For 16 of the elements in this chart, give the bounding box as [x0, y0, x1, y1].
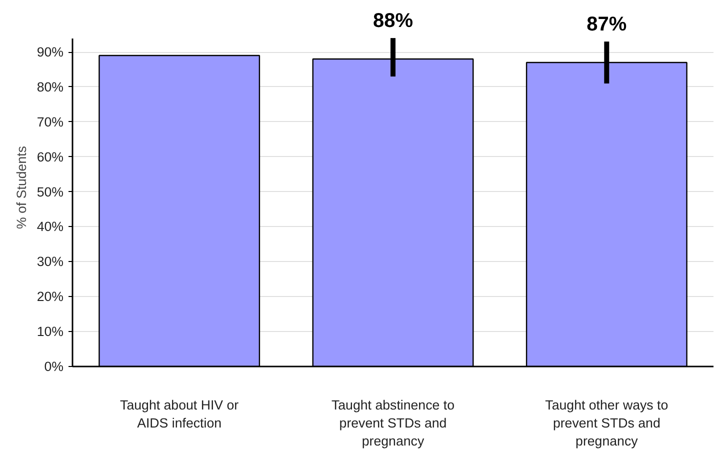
y-axis-title: % of Students: [14, 146, 29, 229]
y-tick-label: 20%: [36, 289, 64, 304]
x-tick-label: Taught about HIV or AIDS infection: [120, 398, 240, 430]
y-tick-label: 10%: [36, 324, 64, 340]
y-tick-label: 60%: [36, 149, 64, 164]
y-tick-label: 80%: [36, 79, 64, 94]
y-tick-label: 0%: [44, 359, 64, 374]
y-tick-label: 90%: [36, 44, 64, 60]
x-tick-label: Taught other ways to prevent STDs and pregnancy: [545, 398, 668, 448]
y-tick-label: 70%: [36, 114, 64, 130]
data-label: 87%: [586, 14, 627, 36]
y-tick-label: 50%: [36, 184, 64, 200]
data-label: 88%: [372, 10, 414, 32]
y-tick-label: 40%: [36, 219, 64, 234]
x-tick-label: Taught abstinence to prevent STDs and pregnancy: [331, 398, 455, 448]
y-tick-label: 30%: [36, 254, 64, 270]
